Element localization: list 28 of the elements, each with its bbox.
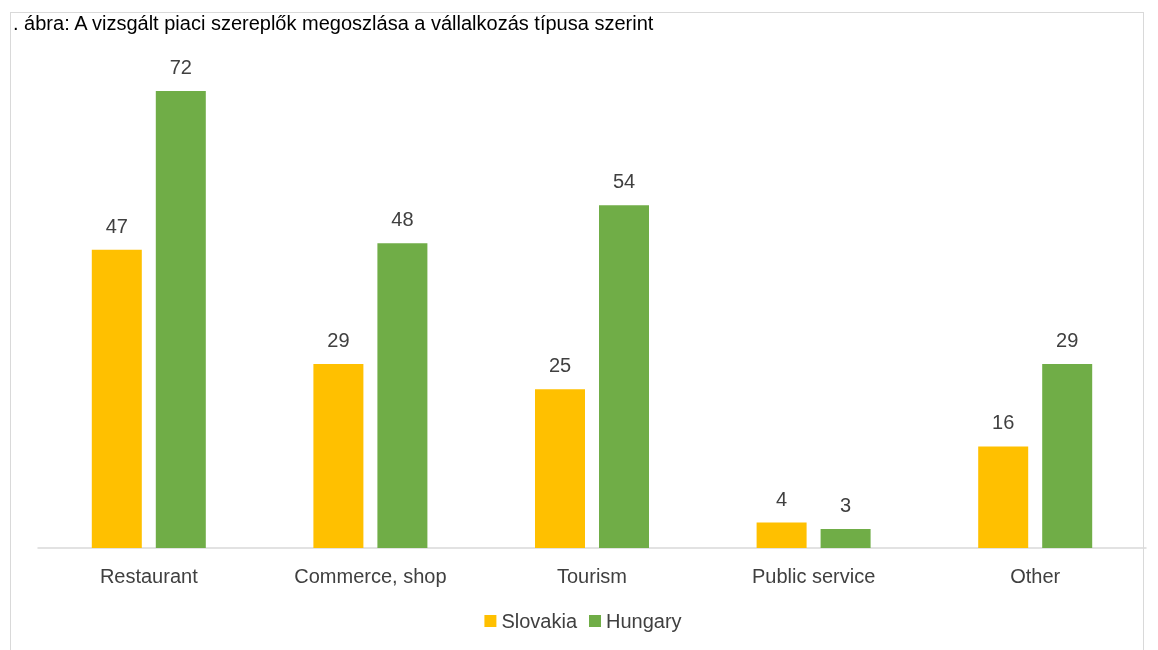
- data-label: 54: [612, 170, 636, 193]
- legend-label: Hungary: [606, 610, 682, 632]
- x-tick-label: Public service: [751, 565, 876, 587]
- data-label: 4: [776, 487, 788, 510]
- data-label: 3: [840, 493, 852, 516]
- bar: [377, 243, 428, 548]
- bar: [535, 389, 585, 548]
- x-tick-label: Restaurant: [99, 565, 199, 587]
- x-tick-label: Commerce, shop: [294, 565, 447, 587]
- legend-label: Slovakia: [501, 610, 578, 632]
- bar: [756, 522, 807, 548]
- data-label: 29: [1056, 328, 1079, 351]
- bar: [91, 249, 142, 548]
- data-label: 48: [391, 208, 414, 231]
- bar: [1042, 363, 1093, 548]
- chart-title: . ábra: A vizsgált piaci szereplők megoszlása a vállalkozás típusa szerint: [13, 12, 654, 34]
- bar: [978, 446, 1029, 548]
- data-label: 29: [327, 328, 350, 351]
- data-label: 16: [992, 411, 1015, 434]
- data-label: 25: [548, 354, 572, 377]
- data-label: 72: [169, 56, 192, 78]
- x-tick-label: Tourism: [556, 565, 628, 587]
- bar: [313, 363, 364, 548]
- bar: [820, 528, 871, 548]
- bar: [155, 91, 206, 548]
- bar: [599, 205, 649, 548]
- data-label: 47: [105, 214, 128, 237]
- x-tick-label: Other: [1010, 565, 1061, 587]
